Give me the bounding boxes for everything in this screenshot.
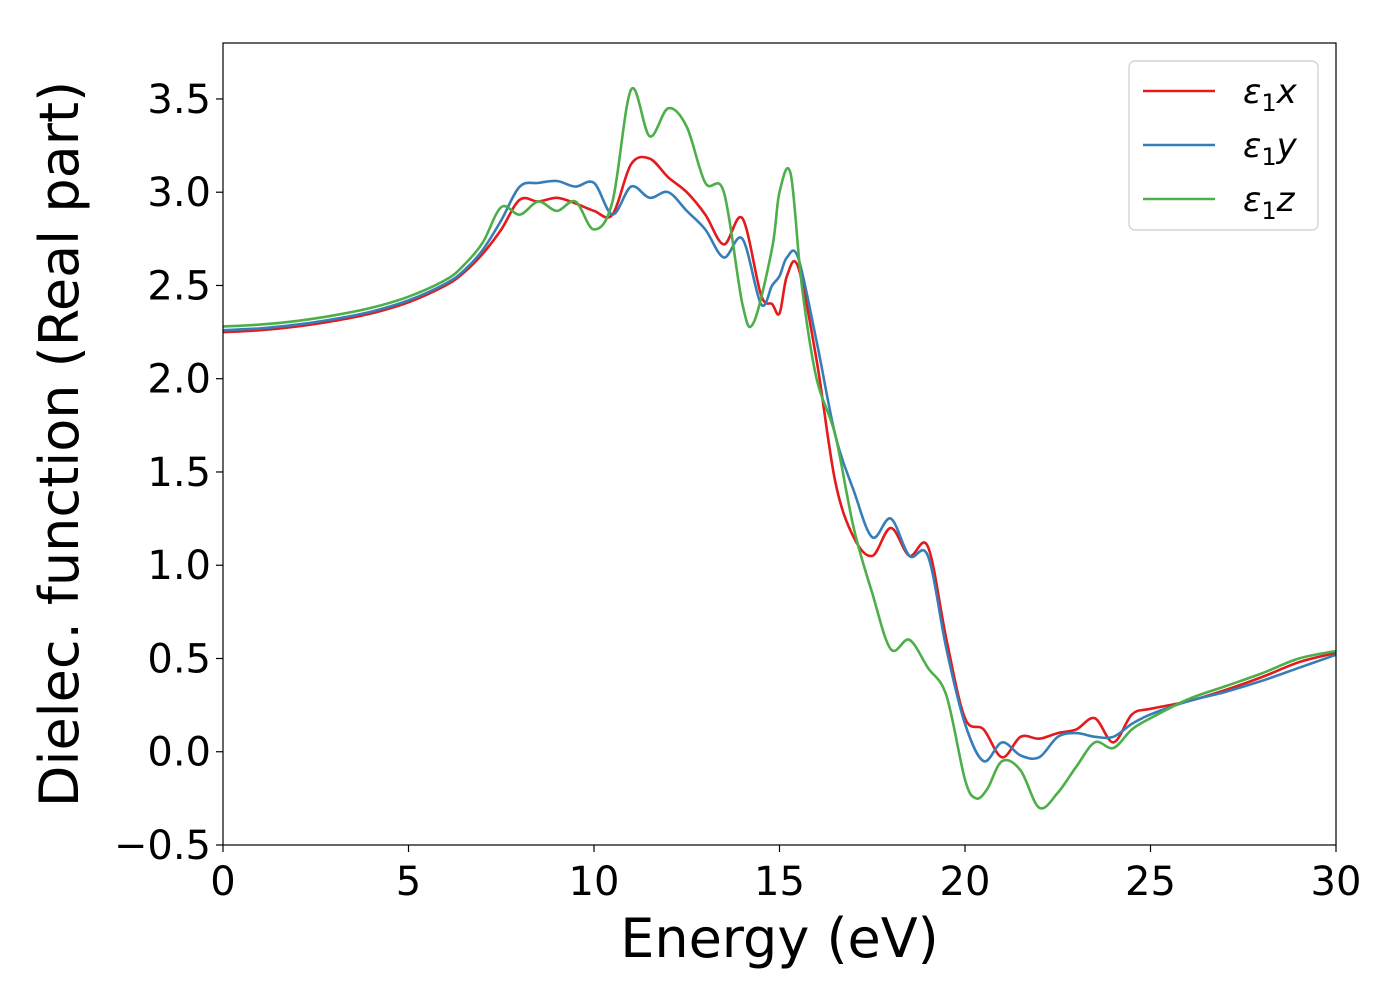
x-tick-label: 20 [940, 859, 991, 905]
x-tick-label: 0 [210, 859, 235, 905]
x-tick-label: 25 [1125, 859, 1176, 905]
series-lines [223, 86, 1336, 810]
x-axis-ticks: 0 5 10 15 20 25 30 [210, 845, 1361, 905]
series-line-y [223, 179, 1336, 763]
y-tick-label: 1.0 [147, 543, 211, 589]
y-tick-label: 3.5 [147, 77, 211, 123]
legend-box [1128, 60, 1319, 231]
y-tick-label: 2.0 [147, 357, 211, 403]
x-tick-label: 10 [569, 859, 620, 905]
legend-label-y: ε1y [1243, 126, 1298, 171]
y-tick-label: 0.5 [147, 636, 211, 682]
y-tick-label: −0.5 [114, 823, 211, 869]
legend-label-x: ε1x [1243, 72, 1298, 117]
y-tick-label: 0.0 [147, 730, 211, 776]
y-axis-ticks: −0.5 0.0 0.5 1.0 1.5 2.0 2.5 3.0 3.5 [114, 77, 223, 869]
x-axis-title: Energy (eV) [620, 907, 939, 970]
series-line-x [223, 155, 1336, 759]
y-tick-label: 2.5 [147, 263, 211, 309]
x-tick-label: 30 [1311, 859, 1362, 905]
x-tick-label: 5 [396, 859, 421, 905]
x-tick-label: 15 [754, 859, 805, 905]
y-tick-label: 1.5 [147, 450, 211, 496]
legend: ε1x ε1y ε1z [1128, 60, 1319, 231]
series-line-z [223, 86, 1336, 810]
legend-label-z: ε1z [1243, 180, 1296, 225]
y-axis-title: Dielec. function (Real part) [28, 81, 91, 807]
y-tick-label: 3.0 [147, 170, 211, 216]
